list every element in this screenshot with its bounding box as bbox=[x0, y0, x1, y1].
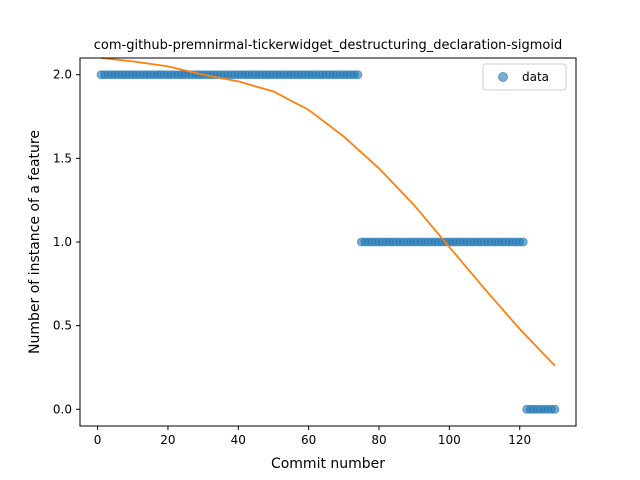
legend-label: data bbox=[522, 70, 549, 84]
x-tick-label: 40 bbox=[231, 433, 246, 447]
x-tick-label: 120 bbox=[508, 433, 531, 447]
y-tick-label: 0.5 bbox=[53, 319, 72, 333]
chart-title: com-github-premnirmal-tickerwidget_destr… bbox=[94, 38, 562, 53]
legend-marker bbox=[499, 73, 508, 82]
axes: 0 20 40 60 80 100 120 0.0 0.5 1.0 1.5 2.0 bbox=[53, 58, 576, 447]
x-tick-label: 20 bbox=[160, 433, 175, 447]
data-point bbox=[551, 405, 559, 413]
data-point bbox=[354, 71, 362, 79]
x-tick-label: 60 bbox=[301, 433, 316, 447]
y-tick-label: 2.0 bbox=[53, 68, 72, 82]
y-tick-label: 1.5 bbox=[53, 151, 72, 165]
legend: data bbox=[483, 64, 566, 90]
y-axis-label: Number of instance of a feature bbox=[27, 130, 43, 354]
x-axis-label: Commit number bbox=[271, 456, 385, 472]
x-tick-label: 100 bbox=[438, 433, 461, 447]
y-tick-label: 0.0 bbox=[53, 402, 72, 416]
x-tick-label: 80 bbox=[371, 433, 386, 447]
fit-line bbox=[101, 58, 555, 366]
y-tick-label: 1.0 bbox=[53, 235, 72, 249]
plot-area bbox=[97, 58, 559, 413]
x-tick-label: 0 bbox=[94, 433, 102, 447]
data-point bbox=[519, 238, 527, 246]
